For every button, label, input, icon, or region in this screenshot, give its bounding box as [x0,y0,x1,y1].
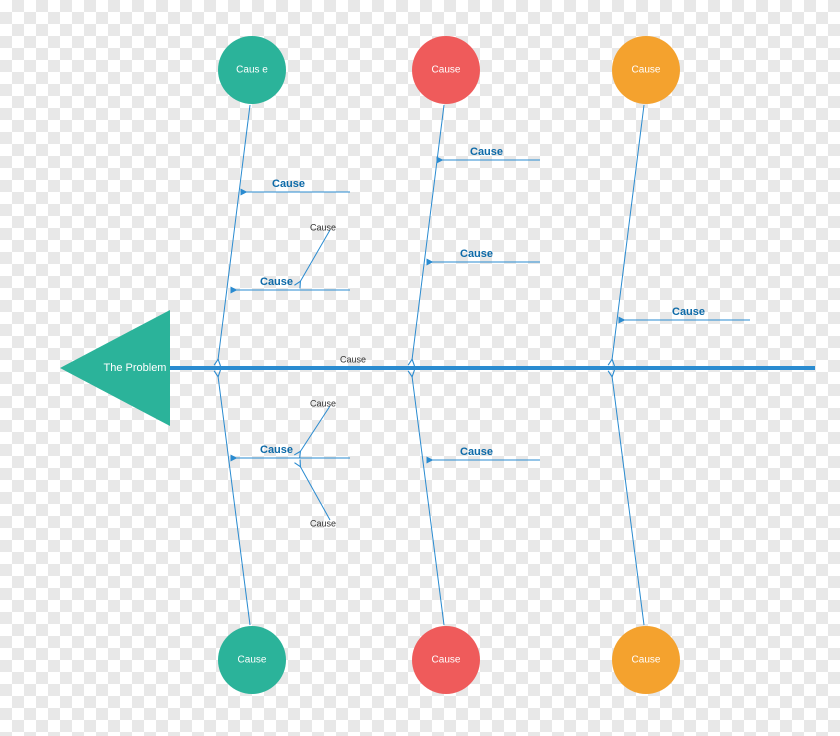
cause-node-label-c6: Cause [632,655,661,666]
mini-branch-2 [300,406,330,452]
mini-branch-label-2: Cause [310,398,336,408]
mini-branch-1 [300,466,330,520]
mini-spine-label-0: Cause [340,354,366,364]
cause-node-label-c3: Cause [632,65,661,76]
mini-branch-label-0: Cause [310,222,336,232]
mini-branch-0 [300,230,330,282]
sub-cause-label-2: Cause [470,146,503,158]
bone-2 [612,105,644,360]
bone-3 [218,376,250,625]
fishbone-svg: The Problem Cause Cause Cause Cause Cause Caus… [0,0,840,736]
problem-head-label: The Problem [104,362,167,374]
sub-cause-label-1: Cause [260,276,293,288]
bone-0 [218,105,250,360]
bone-1 [412,105,444,360]
bone-4 [412,376,444,625]
cause-node-label-c2: Cause [432,65,461,76]
cause-node-label-c5: Cause [432,655,461,666]
sub-cause-label-5: Cause [260,444,293,456]
bone-5 [612,376,644,625]
mini-branch-label-1: Cause [310,518,336,528]
cause-node-label-c4: Cause [238,655,267,666]
sub-cause-label-3: Cause [460,248,493,260]
sub-cause-label-4: Cause [672,306,705,318]
sub-cause-label-0: Cause [272,178,305,190]
diagram-canvas: The Problem Cause Cause Cause Cause Cause Caus… [0,0,840,736]
cause-node-label-c1: Caus e [236,65,268,76]
sub-cause-label-6: Cause [460,446,493,458]
